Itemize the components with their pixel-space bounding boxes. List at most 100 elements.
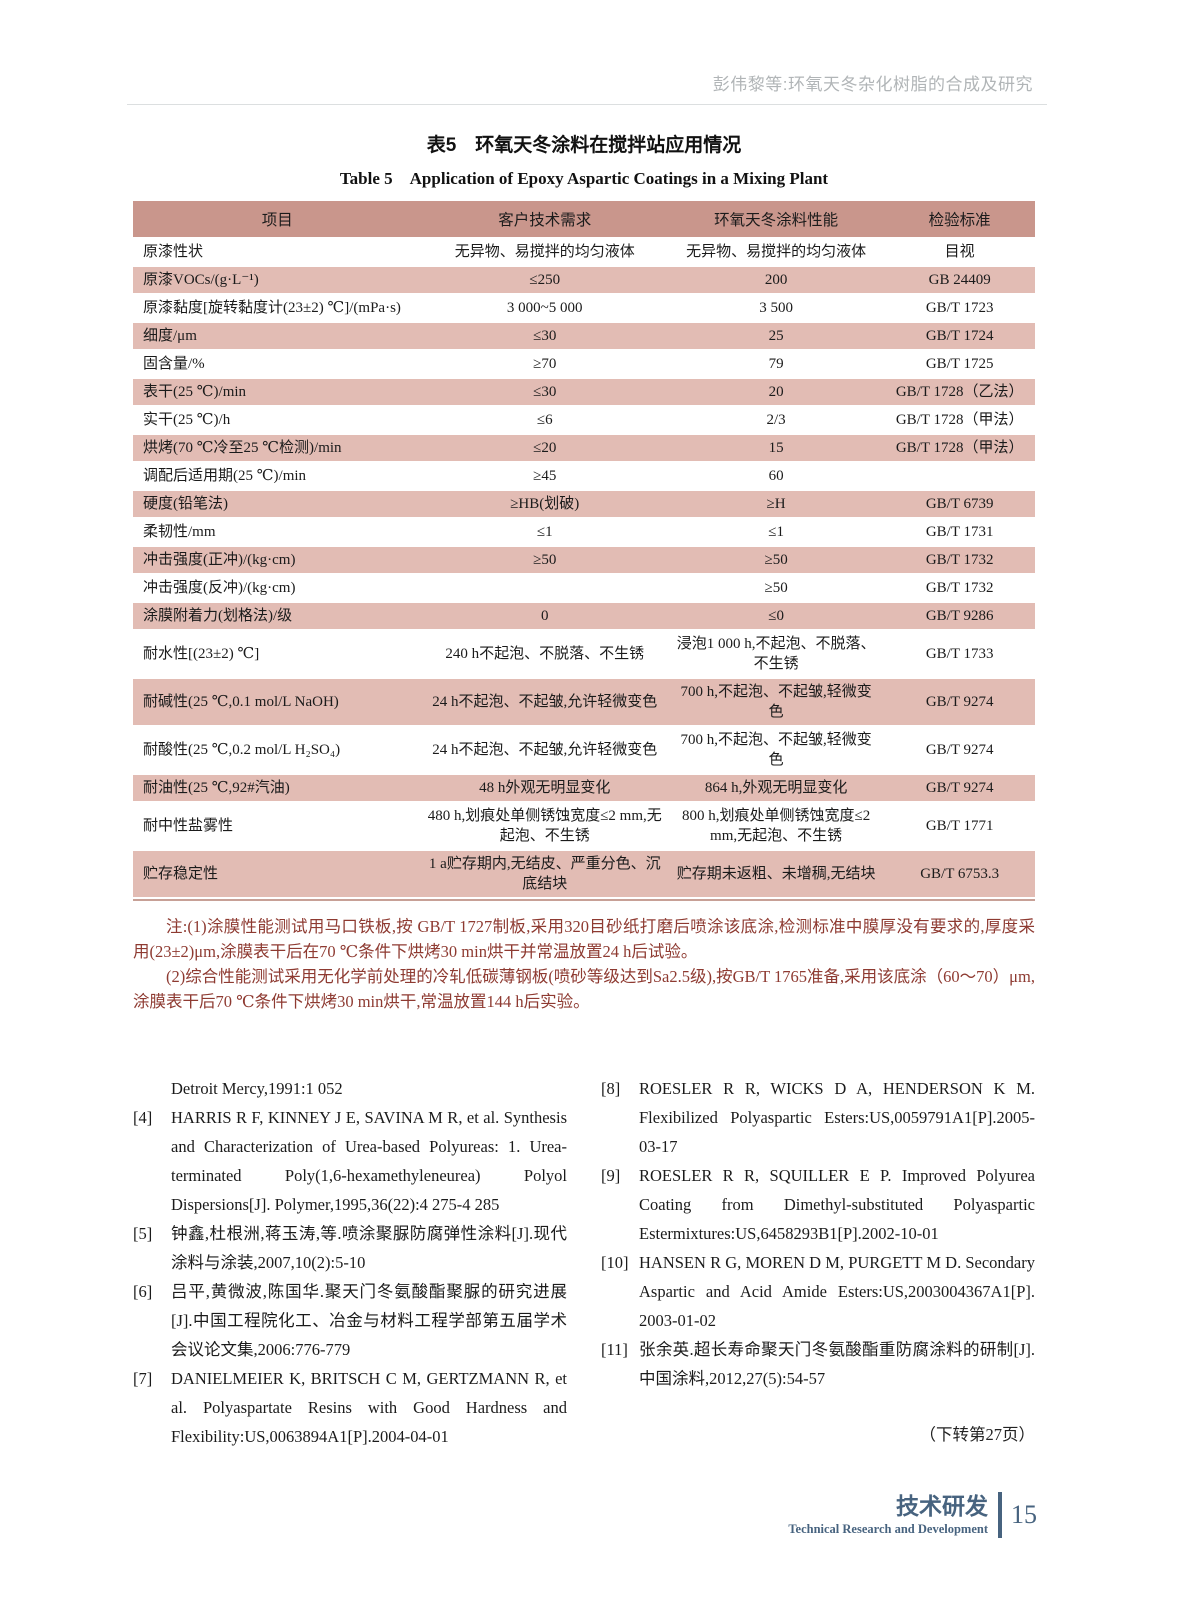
table-cell: 20 (667, 379, 885, 405)
table-cell: 无异物、易搅拌的均匀液体 (686, 244, 867, 260)
table-row: 耐碱性(25 ℃,0.1 mol/L NaOH) 24 h不起泡、不起皱,允许轻微… (133, 679, 1035, 725)
table-header-row: 项目 客户技术需求 环氧天冬涂料性能 检验标准 (133, 201, 1035, 237)
reference-item: [11] 张余英.超长寿命聚天门冬氨酸酯重防腐涂料的研制[J].中国涂料,2012… (601, 1335, 1035, 1393)
table-row: 硬度(铅笔法) ≥HB(划破) ≥H GB/T 6739 (133, 491, 1035, 517)
table-cell: 700 h,不起泡、不起皱,轻微变色 (680, 732, 872, 768)
table-row: 耐水性[(23±2) ℃] 240 h不起泡、不脱落、不生锈 浸泡1 000 h,不… (133, 631, 1035, 677)
reference-text: ROESLER R R, WICKS D A, HENDERSON K M. F… (639, 1079, 1035, 1156)
table-cell: GB/T 1724 (884, 323, 1035, 349)
table-cell: 冲击强度(反冲)/(kg·cm) (143, 580, 296, 596)
reference-item: [7] DANIELMEIER K, BRITSCH C M, GERTZMANN… (133, 1364, 567, 1451)
content-column: 彭伟黎等:环氧天冬杂化树脂的合成及研究 表5 环氧天冬涂料在搅拌站应用情况 Ta… (127, 70, 1047, 1451)
header-rule (127, 104, 1047, 105)
references-right-column: [8] ROESLER R R, WICKS D A, HENDERSON K M… (601, 1074, 1035, 1451)
reference-text: ROESLER R R, SQUILLER E P. Improved Poly… (639, 1166, 1035, 1243)
table-cell: GB/T 1733 (925, 646, 994, 662)
table-cell: 贮存稳定性 (133, 851, 422, 897)
table-cell: 25 (667, 323, 885, 349)
table-cell: 调配后适用期(25 ℃)/min (143, 468, 307, 484)
reference-label (133, 1074, 171, 1103)
reference-item: [5] 钟鑫,杜根洲,蒋玉涛,等.喷涂聚脲防腐弹性涂料[J].现代涂料与涂装,20… (133, 1219, 567, 1277)
references: Detroit Mercy,1991:1 052 [4] HARRIS R F, K… (133, 1074, 1035, 1451)
table-cell: 0 (421, 603, 668, 629)
table-row: 贮存稳定性 1 a贮存期内,无结皮、严重分色、沉底结块 贮存期未返粗、未增稠,无结块… (133, 851, 1035, 897)
table-cell: GB/T 1771 (925, 818, 994, 834)
table-cell: ≤1 (536, 524, 553, 540)
table-cell: 涂膜附着力(划格法)/级 (133, 603, 422, 629)
table-cell: 60 (768, 468, 784, 484)
table-row: 冲击强度(反冲)/(kg·cm) ≥50 GB/T 1732 (133, 575, 1035, 601)
reference-item: [9] ROESLER R R, SQUILLER E P. Improved P… (601, 1161, 1035, 1248)
reference-text: 吕平,黄微波,陈国华.聚天门冬氨酸酯聚脲的研究进展[J].中国工程院化工、冶金与… (171, 1282, 567, 1359)
footer: 技术研发 Technical Research and Development … (788, 1492, 1037, 1538)
table-cell: 耐酸性(25 ℃,0.2 mol/L H₂SO₄) (143, 742, 341, 758)
reference-label: [9] (601, 1166, 621, 1185)
table-cell: ≥50 (421, 547, 668, 573)
table-cell: GB/T 9274 (925, 742, 994, 758)
table-row: 原漆性状 无异物、易搅拌的均匀液体 无异物、易搅拌的均匀液体 目视 (133, 239, 1035, 265)
reference-text: 张余英.超长寿命聚天门冬氨酸酯重防腐涂料的研制[J].中国涂料,2012,27(… (639, 1340, 1035, 1388)
references-left-column: Detroit Mercy,1991:1 052 [4] HARRIS R F, K… (133, 1074, 567, 1451)
reference-label: [6] (133, 1282, 153, 1301)
table-cell: ≥70 (533, 356, 557, 372)
table-cell: GB/T 9274 (884, 679, 1035, 725)
table-notes: 注:(1)涂膜性能测试用马口铁板,按 GB/T 1727制板,采用320目砂纸打… (133, 914, 1035, 1014)
table-row: 原漆黏度[旋转黏度计(23±2) ℃]/(mPa·s) 3 000~5 000 3 … (133, 295, 1035, 321)
table-header-cell: 客户技术需求 (421, 201, 668, 237)
table-row: 冲击强度(正冲)/(kg·cm) ≥50 ≥50 GB/T 1732 (133, 547, 1035, 573)
table-cell: 耐油性(25 ℃,92#汽油) (133, 775, 422, 801)
footer-section-en: Technical Research and Development (788, 1521, 988, 1536)
table-cell: GB 24409 (884, 267, 1035, 293)
table-title-en: Table 5 Application of Epoxy Aspartic Co… (339, 169, 829, 188)
table-cell: 240 h不起泡、不脱落、不生锈 (445, 646, 645, 662)
reference-text: 钟鑫,杜根洲,蒋玉涛,等.喷涂聚脲防腐弹性涂料[J].现代涂料与涂装,2007,… (171, 1224, 567, 1272)
table-cell: 表干(25 ℃)/min (133, 379, 422, 405)
table-row: 细度/μm ≤30 25 GB/T 1724 (133, 323, 1035, 349)
table-cell: 3 000~5 000 (506, 300, 583, 316)
table-cell: 79 (768, 356, 784, 372)
table-cell: GB/T 6753.3 (884, 851, 1035, 897)
table-cell: GB/T 1731 (925, 524, 994, 540)
note-1: 注:(1)涂膜性能测试用马口铁板,按 GB/T 1727制板,采用320目砂纸打… (133, 917, 1035, 961)
table-header-cell: 检验标准 (884, 201, 1035, 237)
reference-text: DANIELMEIER K, BRITSCH C M, GERTZMANN R,… (171, 1369, 567, 1446)
table-cell: ≥45 (533, 468, 557, 484)
table-cell: GB/T 1725 (925, 356, 994, 372)
running-title: 彭伟黎等:环氧天冬杂化树脂的合成及研究 (712, 75, 1033, 94)
table-cell: ≤6 (536, 412, 553, 428)
table-row: 原漆VOCs/(g·L⁻¹) ≤250 200 GB 24409 (133, 267, 1035, 293)
table-cell: 硬度(铅笔法) (133, 491, 422, 517)
footer-page-number: 15 (1011, 1500, 1037, 1529)
reference-text: Detroit Mercy,1991:1 052 (171, 1079, 343, 1098)
reference-item: [4] HARRIS R F, KINNEY J E, SAVINA M R, e… (133, 1103, 567, 1219)
table-cell: ≥HB(划破) (421, 491, 668, 517)
table-title-zh: 表5 环氧天冬涂料在搅拌站应用情况 (426, 135, 742, 156)
reference-text: HARRIS R F, KINNEY J E, SAVINA M R, et a… (171, 1108, 567, 1214)
table-cell: GB/T 1723 (925, 300, 994, 316)
reference-text: HANSEN R G, MOREN D M, PURGETT M D. Seco… (639, 1253, 1035, 1330)
reference-label: [8] (601, 1079, 621, 1098)
table-cell: 无异物、易搅拌的均匀液体 (454, 244, 635, 260)
reference-label: [5] (133, 1224, 153, 1243)
table-cell: ≥50 (667, 547, 885, 573)
table-cell: 耐中性盐雾性 (143, 818, 234, 834)
table-row: 实干(25 ℃)/h ≤6 2/3 GB/T 1728（甲法） (133, 407, 1035, 433)
table-cell: 耐水性[(23±2) ℃] (143, 646, 260, 662)
table-cell: 浸泡1 000 h,不起泡、不脱落、不生锈 (676, 636, 876, 672)
table-cell (884, 463, 1035, 489)
coatings-table: 项目 客户技术需求 环氧天冬涂料性能 检验标准 原漆性状 无异物、易搅拌的均匀液体 无异物… (133, 199, 1035, 899)
table-cell: ≥H (667, 491, 885, 517)
table-cell: ≤30 (421, 323, 668, 349)
table-cell: 烘烤(70 ℃冷至25 ℃检测)/min (133, 435, 422, 461)
table-cell: 200 (667, 267, 885, 293)
table-cell: 2/3 (766, 412, 786, 428)
table-cell: GB/T 1728（甲法） (884, 435, 1035, 461)
footer-text: 技术研发 Technical Research and Development (788, 1494, 988, 1537)
reference-item: [6] 吕平,黄微波,陈国华.聚天门冬氨酸酯聚脲的研究进展[J].中国工程院化工、… (133, 1277, 567, 1364)
footer-section-zh: 技术研发 (896, 1492, 988, 1519)
reference-label: [7] (133, 1369, 153, 1388)
table-cell: 耐碱性(25 ℃,0.1 mol/L NaOH) (133, 679, 422, 725)
table-cell: GB/T 1728（甲法） (895, 412, 1024, 428)
table-cell: ≥50 (764, 580, 788, 596)
